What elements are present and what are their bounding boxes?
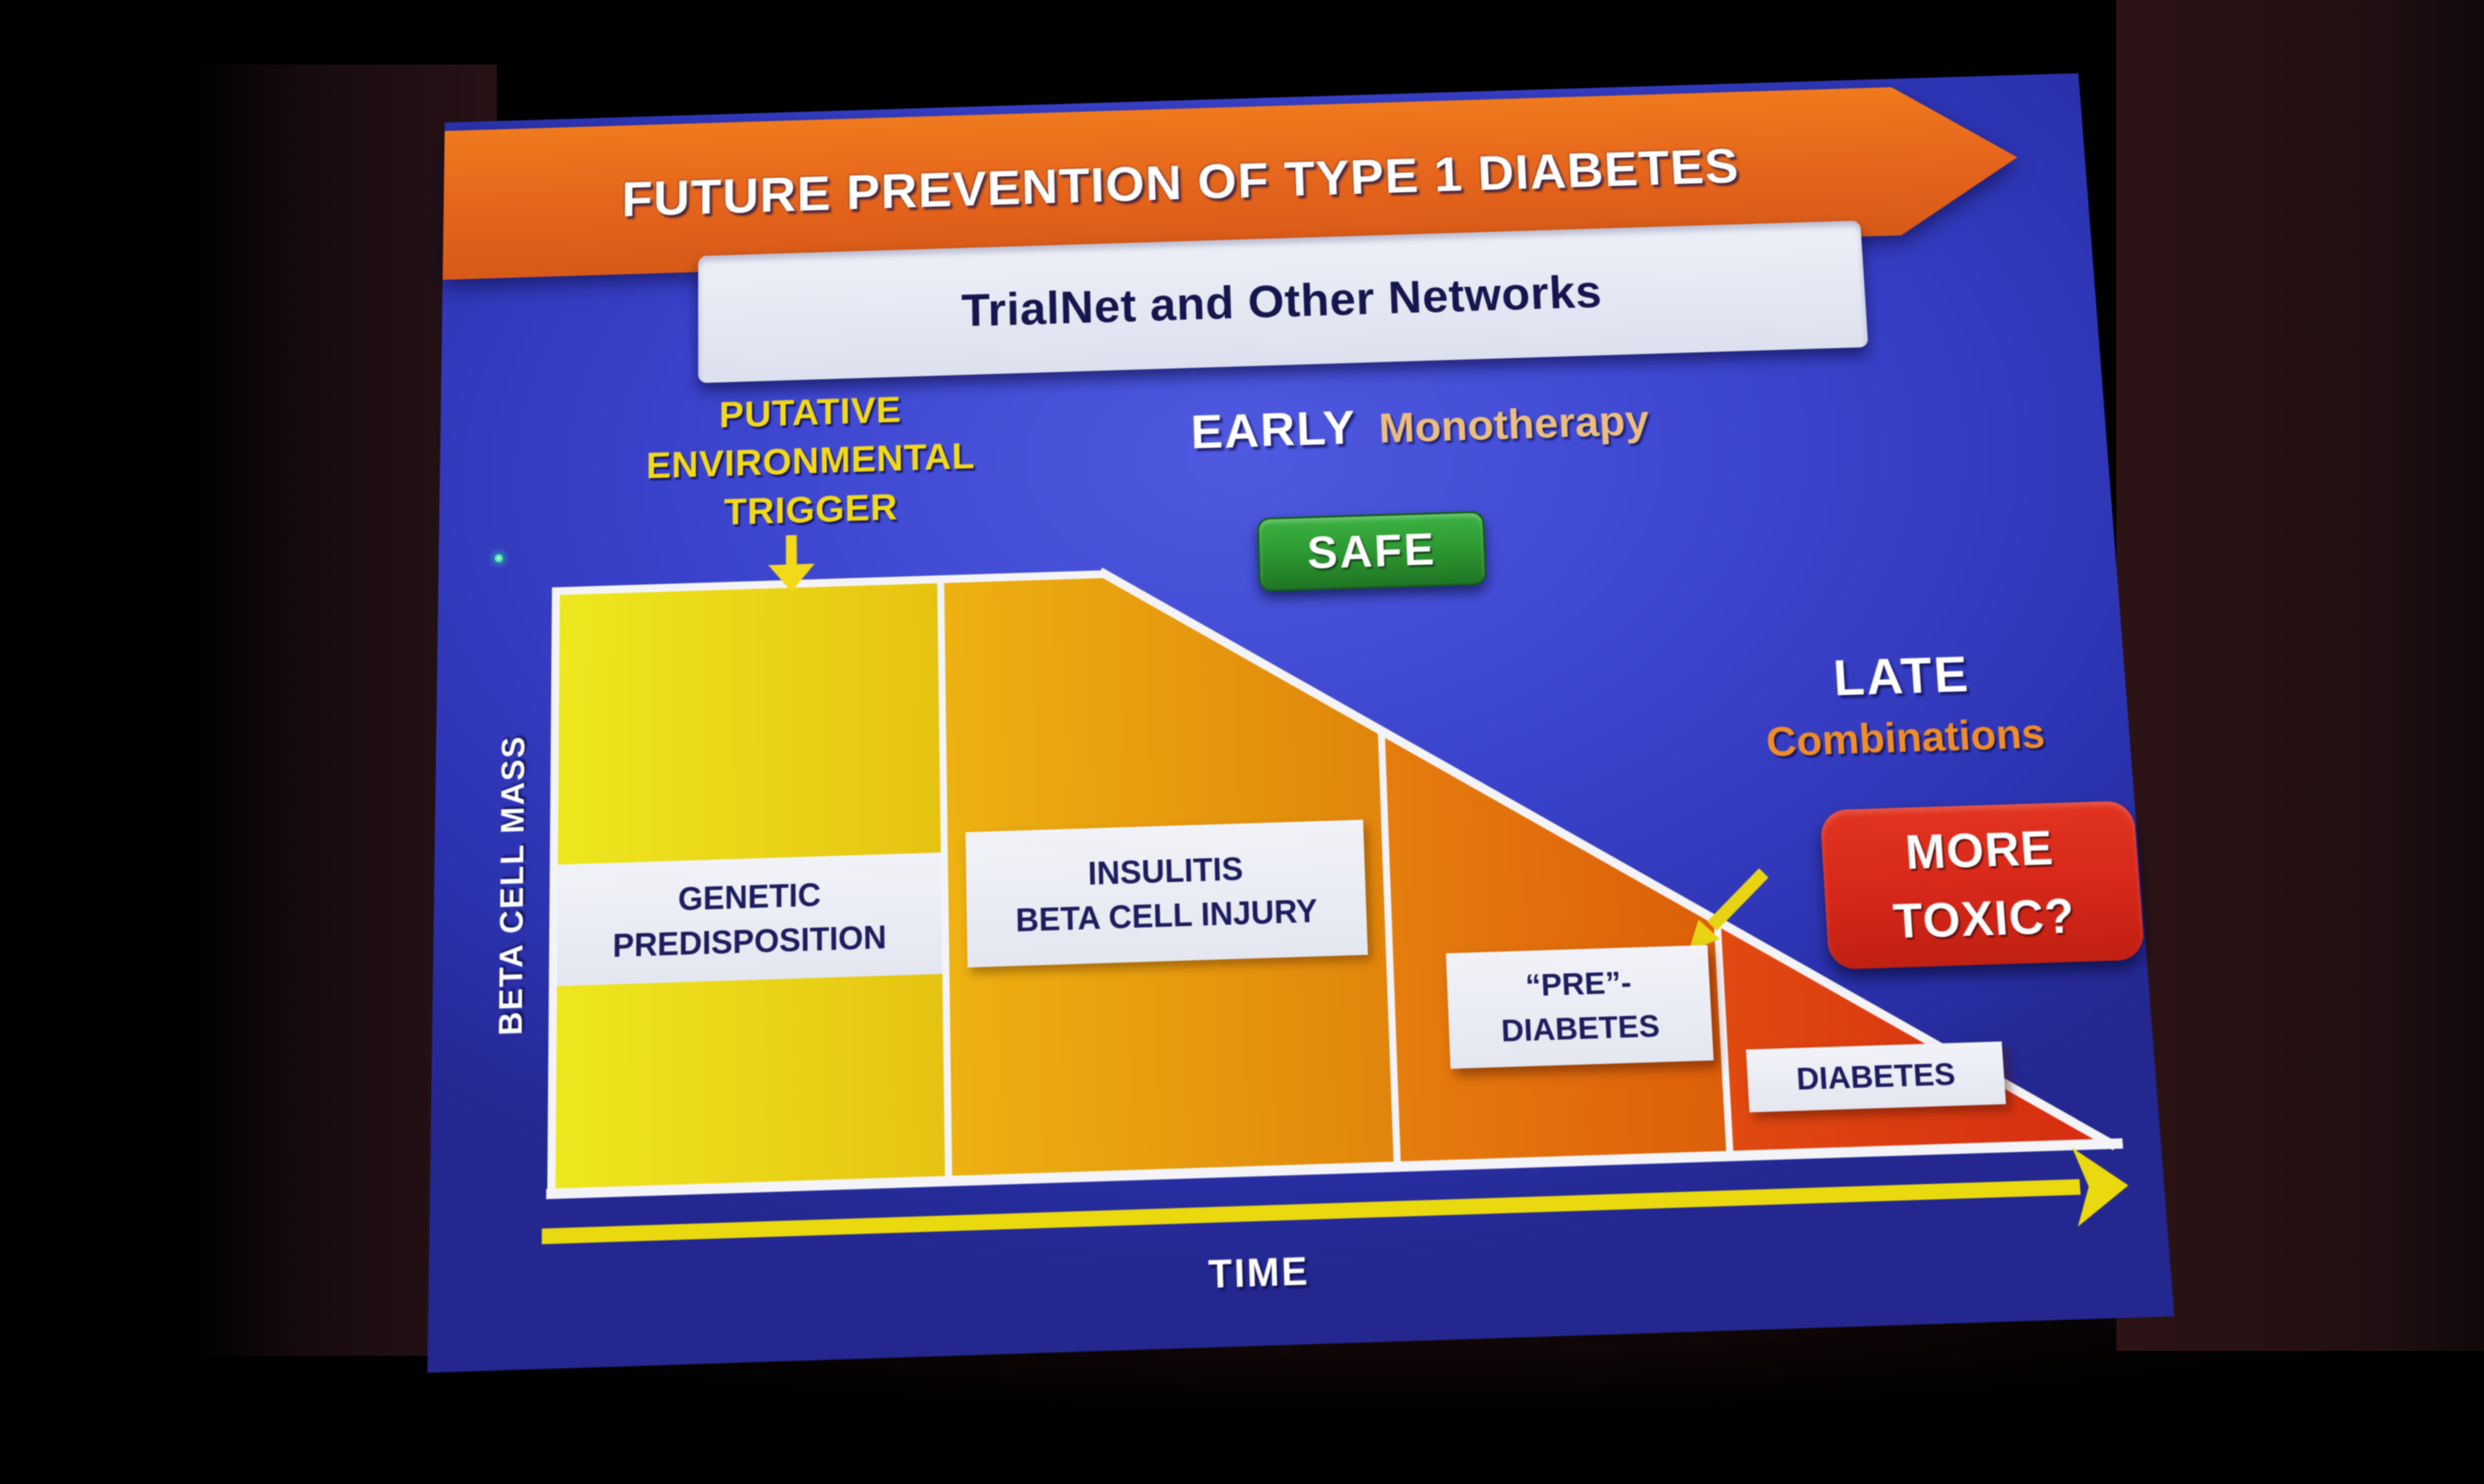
- insulitis-line-1: INSULITIS: [1087, 850, 1244, 892]
- toxic-line-1: MORE: [1903, 820, 2056, 880]
- room-shadow-right: [2116, 0, 2484, 1351]
- pre-line-2: DIABETES: [1500, 1008, 1661, 1049]
- safe-badge: SAFE: [1256, 511, 1487, 592]
- slide-title: FUTURE PREVENTION OF TYPE 1 DIABETES: [621, 138, 1741, 227]
- projected-slide: FUTURE PREVENTION OF TYPE 1 DIABETES Tri…: [427, 73, 2174, 1373]
- subtitle-text: TrialNet and Other Networks: [961, 266, 1603, 337]
- insulitis-line-2: BETA CELL INJURY: [1015, 892, 1319, 939]
- time-axis-arrow-shaft: [542, 1187, 2080, 1237]
- diabetes-line-1: DIABETES: [1795, 1056, 1956, 1097]
- more-toxic-badge: MORE TOXIC?: [1819, 800, 2146, 970]
- pre-line-1: “PRE”-: [1524, 965, 1632, 1004]
- stage-label-genetic: GENETIC PREDISPOSITION: [557, 852, 942, 986]
- early-label: EARLY: [1190, 400, 1357, 459]
- stage-label-pre-diabetes: “PRE”- DIABETES: [1446, 945, 1714, 1069]
- stage-label-diabetes: DIABETES: [1746, 1041, 2006, 1113]
- genetic-line-2: PREDISPOSITION: [612, 919, 887, 964]
- stage-area-pre-diabetes: [1385, 723, 1727, 1167]
- trigger-annotation: PUTATIVE ENVIRONMENTAL TRIGGER: [602, 382, 1020, 541]
- toxic-line-2: TOXIC?: [1891, 889, 2077, 949]
- y-axis-label: BETA CELL MASS: [492, 735, 532, 1037]
- early-monotherapy-label: Monotherapy: [1378, 396, 1650, 452]
- chart-left-border-line: [551, 588, 556, 1194]
- late-arrow-shaft: [1709, 873, 1767, 926]
- laser-pointer-dot: [494, 554, 503, 563]
- stage-label-insulitis: INSULITIS BETA CELL INJURY: [965, 819, 1368, 968]
- genetic-line-1: GENETIC: [678, 876, 821, 917]
- late-label: LATE: [1831, 646, 1972, 706]
- safe-badge-text: SAFE: [1306, 524, 1437, 578]
- time-axis-arrow-head: [2072, 1146, 2132, 1227]
